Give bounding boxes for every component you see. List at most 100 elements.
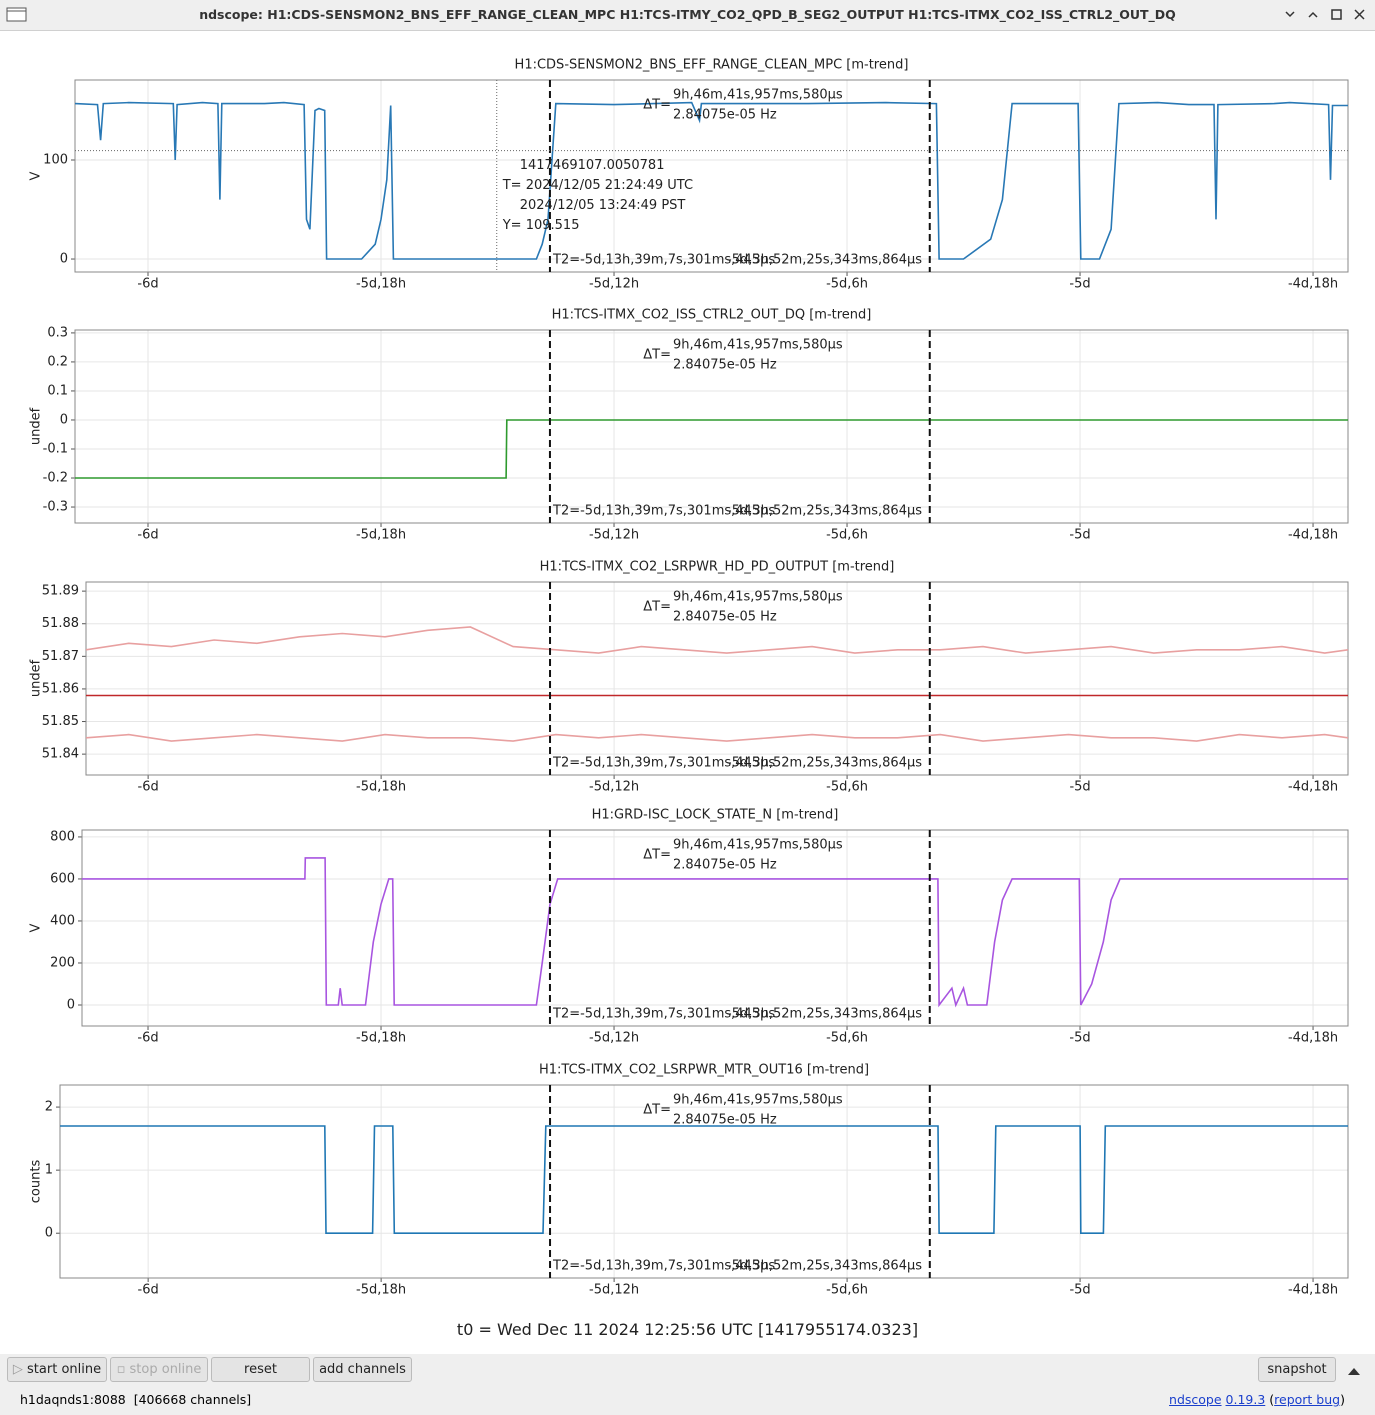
y-tick-label: -0.2 bbox=[43, 471, 68, 486]
y-tick-label: 51.84 bbox=[42, 747, 79, 762]
y-tick-label: 51.85 bbox=[42, 714, 79, 729]
delta-time: 9h,46m,41s,957ms,580µs bbox=[673, 338, 843, 353]
expand-button[interactable] bbox=[1346, 1364, 1362, 1378]
version-links: ndscope 0.19.3 (report bug) bbox=[1169, 1392, 1345, 1407]
delta-label: ΔT= bbox=[643, 98, 671, 113]
y-tick-label: 0 bbox=[67, 997, 75, 1012]
delta-time: 9h,46m,41s,957ms,580µs bbox=[673, 88, 843, 103]
y-tick-label: 0 bbox=[60, 252, 68, 267]
y-tick-label: 51.86 bbox=[42, 681, 79, 696]
delta-label: ΔT= bbox=[643, 1103, 671, 1118]
button-label: stop online bbox=[129, 1362, 202, 1377]
plot-frame bbox=[85, 581, 1349, 776]
delta-label: ΔT= bbox=[643, 348, 671, 363]
x-tick-label: -6d bbox=[137, 528, 158, 543]
series-line bbox=[75, 101, 1348, 260]
x-tick-label: -5d bbox=[1069, 277, 1090, 292]
x-tick-label: -5d,6h bbox=[826, 780, 868, 795]
x-tick-label: -5d,6h bbox=[826, 1031, 868, 1046]
window-title: ndscope: H1:CDS-SENSMON2_BNS_EFF_RANGE_C… bbox=[199, 7, 1176, 22]
y-tick-label: 200 bbox=[50, 955, 75, 970]
chart-title: H1:GRD-ISC_LOCK_STATE_N [m-trend] bbox=[592, 808, 839, 823]
chart-title: H1:TCS-ITMX_CO2_LSRPWR_MTR_OUT16 [m-tren… bbox=[539, 1063, 869, 1078]
snapshot-button[interactable]: snapshot bbox=[1258, 1357, 1336, 1382]
x-tick-label: -6d bbox=[138, 780, 159, 795]
y-axis-label: counts bbox=[29, 1160, 44, 1204]
button-label: start online bbox=[27, 1362, 102, 1377]
version-link[interactable]: 0.19.3 bbox=[1225, 1392, 1266, 1407]
plot-frame bbox=[81, 829, 1349, 1027]
delta-freq: 2.84075e-05 Hz bbox=[673, 1113, 777, 1128]
y-tick-label: 51.88 bbox=[42, 616, 79, 631]
x-tick-label: -5d,12h bbox=[589, 1031, 639, 1046]
reset-button[interactable]: reset bbox=[211, 1357, 310, 1382]
x-tick-label: -6d bbox=[138, 1283, 159, 1298]
x-tick-label: -4d,18h bbox=[1288, 1283, 1338, 1298]
title-bar: ndscope: H1:CDS-SENSMON2_BNS_EFF_RANGE_C… bbox=[0, 0, 1375, 31]
y-axis-label: undef bbox=[29, 659, 44, 697]
series-line bbox=[75, 419, 1348, 479]
y-tick-label: 2 bbox=[45, 1100, 53, 1115]
y-tick-label: 100 bbox=[43, 153, 68, 168]
y-axis-label: undef bbox=[29, 407, 44, 445]
x-tick-label: -4d,18h bbox=[1288, 528, 1338, 543]
window-controls[interactable] bbox=[1280, 5, 1370, 25]
x-tick-label: -6d bbox=[137, 1031, 158, 1046]
window-icon bbox=[6, 7, 27, 22]
chart-title: H1:CDS-SENSMON2_BNS_EFF_RANGE_CLEAN_MPC … bbox=[515, 58, 909, 73]
x-tick-label: -5d,18h bbox=[356, 1283, 406, 1298]
series-line bbox=[86, 626, 1348, 654]
crosshair-pst: 2024/12/05 13:24:49 PST bbox=[520, 198, 686, 213]
paren: ( bbox=[1269, 1392, 1275, 1407]
cursor-t1: -5d,3h,52m,25s,343ms,864µs bbox=[727, 253, 922, 268]
y-tick-label: 0.3 bbox=[47, 325, 68, 340]
y-tick-label: 0 bbox=[60, 412, 68, 427]
y-tick-label: 51.89 bbox=[42, 584, 79, 599]
y-tick-label: 400 bbox=[50, 913, 75, 928]
plot-frame bbox=[59, 1084, 1349, 1279]
server-info: h1daqnds1:8088 [406668 channels] bbox=[20, 1392, 252, 1407]
cursor-t1: -5d,3h,52m,25s,343ms,864µs bbox=[727, 1259, 922, 1274]
y-axis-label: V bbox=[29, 171, 44, 180]
y-tick-label: 51.87 bbox=[42, 649, 79, 664]
app-link[interactable]: ndscope bbox=[1169, 1392, 1222, 1407]
bug-link[interactable]: report bug bbox=[1274, 1392, 1341, 1407]
series-line bbox=[86, 733, 1348, 742]
y-tick-label: 0.2 bbox=[47, 354, 68, 369]
y-tick-label: 600 bbox=[50, 871, 75, 886]
toolbar: ▷ start online ▫ stop online reset add c… bbox=[0, 1354, 1375, 1386]
x-tick-label: -4d,18h bbox=[1288, 1031, 1338, 1046]
y-tick-label: 0.1 bbox=[47, 383, 68, 398]
x-tick-label: -5d,6h bbox=[826, 277, 868, 292]
x-tick-label: -5d,12h bbox=[589, 277, 639, 292]
start-online-button[interactable]: ▷ start online bbox=[7, 1357, 107, 1382]
cursor-t2: T2=-5d,13h,39m,7s,301ms,445µs bbox=[552, 756, 775, 771]
delta-label: ΔT= bbox=[643, 600, 671, 615]
x-tick-label: -5d bbox=[1069, 1031, 1090, 1046]
x-tick-label: -5d bbox=[1069, 1283, 1090, 1298]
series-line bbox=[82, 857, 1348, 1008]
x-tick-label: -5d,18h bbox=[356, 528, 406, 543]
cursor-t2: T2=-5d,13h,39m,7s,301ms,445µs bbox=[552, 504, 775, 519]
x-tick-label: -5d,6h bbox=[826, 1283, 868, 1298]
add-channels-button[interactable]: add channels bbox=[313, 1357, 412, 1382]
y-tick-label: 800 bbox=[50, 829, 75, 844]
delta-time: 9h,46m,41s,957ms,580µs bbox=[673, 838, 843, 853]
cursor-t1: -5d,3h,52m,25s,343ms,864µs bbox=[727, 1007, 922, 1022]
x-tick-label: -5d,12h bbox=[589, 780, 639, 795]
x-tick-label: -6d bbox=[137, 277, 158, 292]
plot-frame bbox=[74, 329, 1349, 524]
crosshair-gps: 1417469107.0050781 bbox=[520, 158, 665, 173]
crosshair-y: Y= 109.515 bbox=[502, 218, 580, 233]
delta-freq: 2.84075e-05 Hz bbox=[673, 358, 777, 373]
crosshair-utc: T= 2024/12/05 21:24:49 UTC bbox=[502, 178, 693, 193]
x-tick-label: -5d,18h bbox=[356, 780, 406, 795]
x-tick-label: -5d bbox=[1069, 780, 1090, 795]
x-tick-label: -5d bbox=[1069, 528, 1090, 543]
plots: H1:CDS-SENSMON2_BNS_EFF_RANGE_CLEAN_MPC … bbox=[29, 58, 1349, 1298]
x-tick-label: -5d,12h bbox=[589, 1283, 639, 1298]
cursor-t2: T2=-5d,13h,39m,7s,301ms,445µs bbox=[552, 253, 775, 268]
series-line bbox=[60, 1125, 1348, 1234]
cursor-t2: T2=-5d,13h,39m,7s,301ms,445µs bbox=[552, 1259, 775, 1274]
